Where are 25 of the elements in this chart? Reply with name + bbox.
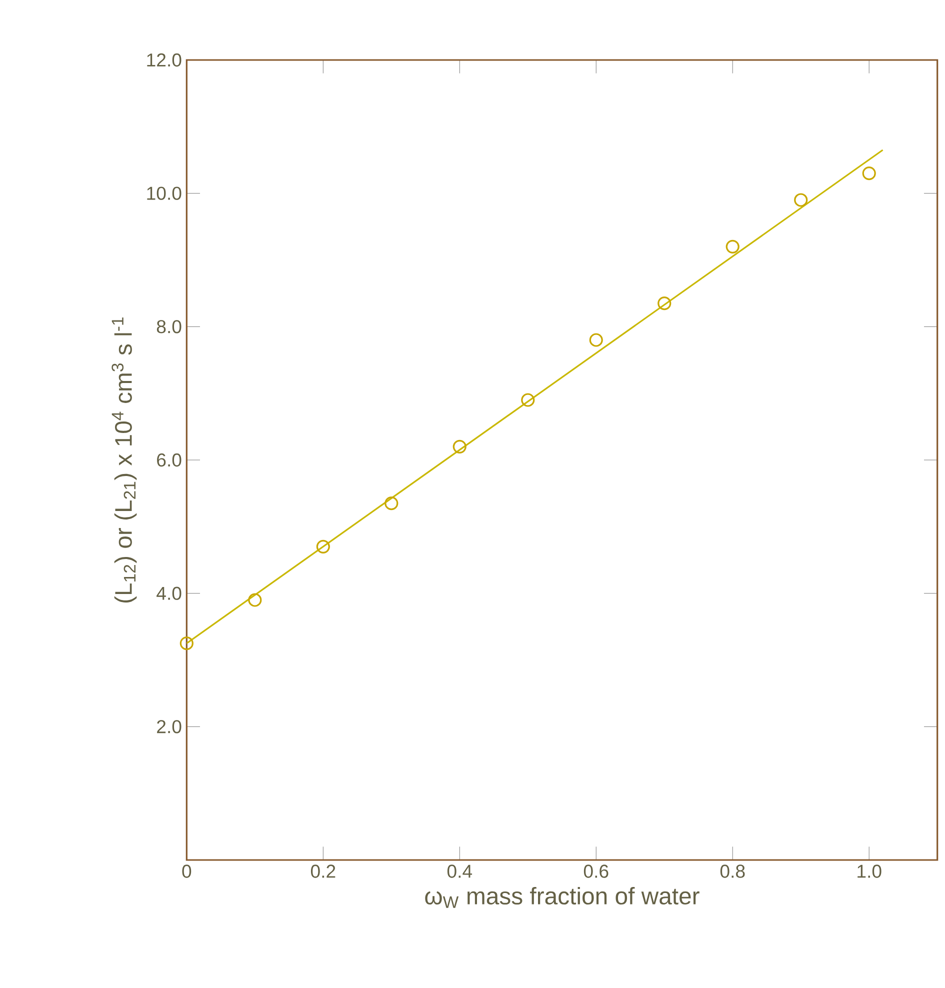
y-tick-label: 8.0	[156, 320, 182, 334]
point	[726, 240, 740, 254]
text: (L$_{12}$) or (L$_{21}$) x 10$^{4}$ cm$^{3}$ s l$^{-1}$	[112, 318, 137, 602]
point	[794, 193, 808, 207]
x-tick-label: 0	[182, 864, 192, 878]
x-tick-label: 0.8	[720, 864, 745, 878]
point	[862, 166, 876, 180]
point	[248, 593, 262, 607]
x-tick-label: 0.2	[310, 864, 336, 878]
point	[521, 393, 535, 407]
x-tick-label: 0.4	[447, 864, 472, 878]
point	[384, 496, 398, 510]
point	[589, 333, 603, 347]
x-axis-title: ω$_{W}$ mass fraction of water	[425, 886, 700, 908]
y-tick-label: 12.0	[147, 53, 182, 67]
x-tick-label: 1.0	[858, 864, 882, 878]
y-tick-label: 10.0	[147, 186, 182, 200]
point	[180, 636, 194, 650]
y-tick-label: 6.0	[157, 453, 182, 467]
y-tick-label: 2.0	[157, 720, 182, 734]
point	[452, 440, 466, 454]
x-tick-label: 0.6	[584, 864, 608, 878]
y-tick-label: 4.0	[156, 586, 182, 600]
point	[658, 296, 672, 310]
point	[316, 540, 330, 554]
